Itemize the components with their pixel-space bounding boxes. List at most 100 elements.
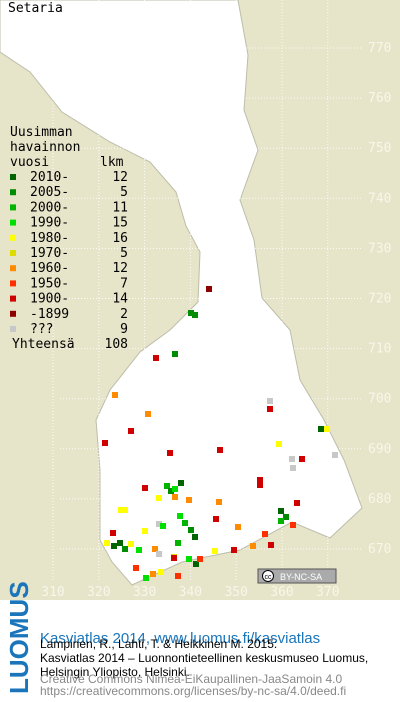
- observation-square: [158, 569, 164, 575]
- observation-square: [156, 551, 162, 557]
- observation-square: [136, 547, 142, 553]
- observation-square: [192, 534, 198, 540]
- observation-square: [117, 540, 123, 546]
- observation-square: [150, 571, 156, 577]
- legend-swatch: [10, 219, 16, 226]
- y-tick-label: 730: [368, 241, 391, 256]
- legend-count: 16: [112, 231, 128, 246]
- observation-square: [118, 507, 124, 513]
- observation-square: [156, 495, 162, 501]
- observation-square: [186, 497, 192, 503]
- y-tick-label: 670: [368, 542, 391, 557]
- observation-square: [167, 450, 173, 456]
- legend-count: 11: [112, 200, 128, 215]
- observation-square: [188, 310, 194, 316]
- legend-heading: vuosi: [10, 155, 49, 170]
- legend-count: 15: [112, 216, 128, 231]
- legend-label: 2000-: [30, 200, 69, 215]
- legend-total: 108: [105, 337, 128, 352]
- legend-count: 12: [112, 170, 128, 185]
- observation-square: [142, 528, 148, 534]
- observation-square: [104, 540, 110, 546]
- x-tick-label: 340: [179, 585, 202, 600]
- observation-square: [197, 556, 203, 562]
- x-tick-label: 310: [41, 585, 64, 600]
- finland-outline: [0, 0, 363, 586]
- observation-square: [175, 540, 181, 546]
- observation-square: [164, 483, 170, 489]
- citation: Kasviatlas 2014 – Luonnontieteellinen ke…: [40, 651, 368, 665]
- legend-swatch: [10, 280, 16, 287]
- legend-swatch: [10, 250, 16, 256]
- legend-label: -1899: [30, 307, 69, 322]
- observation-square: [112, 392, 118, 398]
- map-title: Setaria: [8, 1, 63, 16]
- observation-square: [172, 351, 178, 357]
- y-tick-label: 770: [368, 41, 391, 56]
- legend-label: 1990-: [30, 216, 69, 231]
- observation-square: [268, 542, 274, 548]
- legend-label: 1950-: [30, 276, 69, 291]
- observation-square: [235, 524, 241, 530]
- observation-square: [102, 440, 108, 446]
- x-tick-label: 330: [133, 585, 156, 600]
- observation-square: [142, 485, 148, 491]
- observation-square: [160, 523, 166, 529]
- observation-square: [128, 428, 134, 434]
- legend-heading: Uusimman: [10, 125, 73, 140]
- observation-square: [178, 480, 184, 486]
- legend-count: 2: [120, 307, 128, 322]
- observation-square: [278, 508, 284, 514]
- legend-label: 2010-: [30, 170, 69, 185]
- y-tick-label: 720: [368, 292, 391, 307]
- observation-square: [290, 465, 296, 471]
- observation-square: [152, 546, 158, 552]
- license-badge-text: BY-NC-SA: [280, 572, 322, 582]
- observation-square: [276, 441, 282, 447]
- logo: LUOMUS: [4, 581, 34, 694]
- observations: [102, 286, 338, 581]
- legend-label: 1960-: [30, 261, 69, 276]
- legend-label: 2005-: [30, 185, 69, 200]
- legend-count: 5: [120, 185, 128, 200]
- legend-label: 1980-: [30, 231, 69, 246]
- observation-square: [231, 547, 237, 553]
- observation-square: [290, 522, 296, 528]
- y-tick-label: 760: [368, 91, 391, 106]
- grid: 670 680 690 700 710 720 730 740 750 760 770 310 320 3…: [41, 0, 391, 600]
- observation-square: [294, 500, 300, 506]
- observation-square: [110, 530, 116, 536]
- observation-square: [267, 398, 273, 404]
- legend-swatch: [10, 204, 16, 211]
- observation-square: [278, 518, 284, 524]
- legend-label: 1900-: [30, 292, 69, 307]
- observation-square: [257, 477, 263, 483]
- y-tick-label: 710: [368, 342, 391, 357]
- observation-square: [172, 494, 178, 500]
- legend-count: 5: [120, 246, 128, 261]
- legend-swatch: [10, 295, 16, 302]
- observation-square: [182, 520, 188, 526]
- legend-total-label: Yhteensä: [12, 337, 75, 352]
- legend-count: 14: [112, 292, 128, 307]
- cc-symbol: cc: [265, 574, 273, 581]
- x-tick-label: 320: [87, 585, 110, 600]
- y-tick-label: 700: [368, 392, 391, 407]
- legend-label: ???: [30, 322, 53, 337]
- observation-square: [143, 575, 149, 581]
- observation-square: [122, 507, 128, 513]
- legend-count: 7: [120, 276, 128, 291]
- legend-swatch: [10, 174, 16, 180]
- observation-square: [262, 531, 268, 537]
- legend-swatch: [10, 189, 16, 196]
- legend-swatch: [10, 326, 16, 332]
- observation-square: [332, 452, 338, 458]
- observation-square: [192, 312, 198, 318]
- observation-square: [122, 546, 128, 552]
- legend-count: 12: [112, 261, 128, 276]
- observation-square: [257, 482, 263, 488]
- footer-heading: Kasviatlas 2014, www.luomus.fi/kasviatla…: [40, 630, 320, 647]
- observation-square: [175, 573, 181, 579]
